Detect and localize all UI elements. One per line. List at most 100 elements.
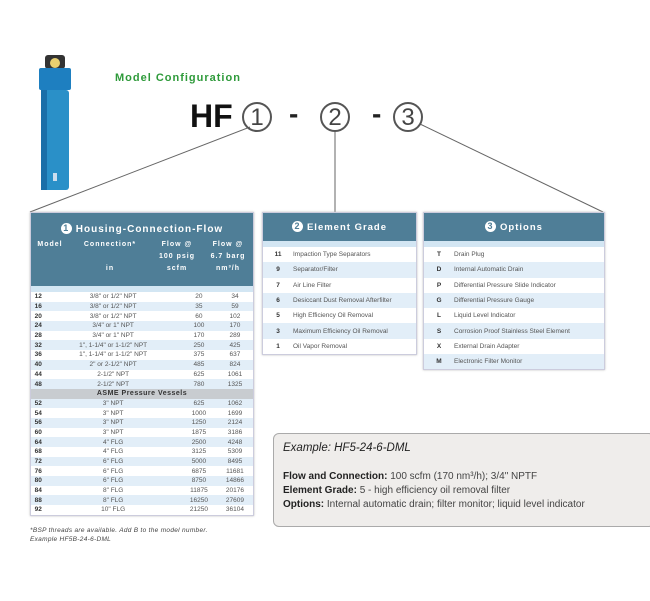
- table-row: 72 6" FLG 5000 8495: [31, 456, 253, 467]
- table-cell: 3/4" or 1" NPT: [92, 332, 134, 340]
- options-table: 3 Options T Drain Plug D Internal Automatic …: [423, 212, 605, 371]
- number-badge: 3: [485, 221, 497, 232]
- table-cell: 1061: [227, 370, 243, 378]
- table-cell: 11681: [226, 467, 244, 475]
- table-cell: 20: [34, 312, 42, 320]
- column-header-line: [69, 253, 151, 265]
- table-cell: 170: [193, 332, 205, 340]
- list-item: M Electronic Filter Monitor: [424, 354, 604, 370]
- table-row: 40 2" or 2-1/2" NPT 485 824: [31, 359, 253, 370]
- number-badge: 1: [60, 223, 72, 234]
- table-row: 28 3/4" or 1" NPT 170 289: [31, 331, 253, 341]
- table-cell: Oil Vapor Removal: [293, 342, 348, 350]
- table-cell: P: [436, 281, 442, 289]
- table-cell: 12: [34, 293, 42, 301]
- dash: -: [372, 98, 382, 129]
- list-item: P Differential Pressure Slide Indicator: [424, 278, 604, 293]
- table-cell: 1", 1-1/4" or 1-1/2" NPT: [79, 351, 148, 359]
- table-cell: 64: [31, 437, 46, 447]
- table-cell: 8750: [180, 476, 217, 486]
- table-cell: High Efficiency Oil Removal: [293, 312, 374, 320]
- table-cell: 2" or 2-1/2" NPT: [45, 359, 181, 370]
- section-row: ASME Pressure Vessels: [31, 388, 253, 399]
- table-cell: G: [424, 292, 454, 309]
- table-cell: 1325: [216, 379, 253, 389]
- example-box: Example: HF5-24-6-DML Flow and Connectio…: [273, 433, 650, 527]
- column-header-line: 6.7 barg: [210, 253, 246, 260]
- filter-product-image: [39, 55, 71, 190]
- table-cell: L: [437, 312, 441, 320]
- list-item: T Drain Plug: [424, 247, 604, 262]
- table-cell: 1062: [216, 398, 253, 409]
- table-cell: 3/8" or 1/2" NPT: [89, 293, 137, 301]
- table-row: 12 3/8" or 1/2" NPT 20 34: [31, 292, 253, 302]
- table-cell: 6: [263, 292, 293, 309]
- label: Element Grade:: [283, 485, 357, 496]
- table-cell: 8" FLG: [45, 495, 181, 506]
- table-cell: 1875: [191, 428, 207, 436]
- list-item: 3 Maximum Efficiency Oil Removal: [263, 323, 416, 339]
- table-cell: 3" NPT: [102, 409, 124, 417]
- column-header-line: Flow @: [212, 241, 244, 248]
- table-cell: 1000: [191, 409, 207, 417]
- table-cell: 40: [31, 359, 46, 370]
- value: 5 - high efficiency oil removal filter: [356, 485, 511, 496]
- table-cell: 27609: [216, 495, 253, 506]
- list-item: X External Drain Adapter: [424, 339, 604, 354]
- value: Internal automatic drain; filter monitor…: [324, 499, 585, 510]
- column-header-line: 100 psig: [158, 253, 195, 260]
- table-cell: 11875: [190, 487, 208, 495]
- table-cell: 375: [193, 351, 205, 359]
- value: 100 scfm (170 nm³/h); 3/4" NPTF: [387, 471, 538, 482]
- table-cell: 2-1/2" NPT: [45, 379, 181, 389]
- table-cell: 824: [216, 359, 253, 370]
- table-cell: 60: [195, 312, 203, 320]
- table-cell: 36104: [225, 506, 244, 514]
- list-item: 9 Separator/Filter: [263, 262, 416, 278]
- table-cell: 170: [216, 321, 253, 331]
- table-row: 20 3/8" or 1/2" NPT 60 102: [31, 311, 253, 321]
- table-cell: Impaction Type Separators: [293, 251, 371, 259]
- table-row: 32 1", 1-1/4" or 1-1/2" NPT 250 425: [31, 340, 253, 351]
- table-cell: 4" FLG: [45, 437, 181, 447]
- dash: -: [289, 98, 299, 129]
- table-cell: Maximum Efficiency Oil Removal: [293, 323, 416, 339]
- column-header-line: in: [105, 265, 115, 272]
- table-cell: T: [437, 251, 441, 259]
- table-cell: Drain Plug: [454, 251, 485, 259]
- table-cell: 24: [31, 321, 46, 331]
- list-item: 1 Oil Vapor Removal: [263, 339, 416, 354]
- table-cell: 780: [180, 379, 217, 389]
- table-cell: 425: [216, 340, 253, 351]
- table-cell: 1", 1-1/4" or 1-1/2" NPT: [45, 340, 181, 351]
- table-cell: 28: [34, 332, 42, 340]
- table-cell: 48: [31, 379, 46, 389]
- table-cell: 5: [276, 312, 280, 320]
- list-item: L Liquid Level Indicator: [424, 308, 604, 323]
- table-cell: 16250: [180, 495, 217, 506]
- table-cell: 88: [31, 495, 46, 506]
- table-cell: 6" FLG: [45, 456, 181, 467]
- table-cell: 84: [34, 487, 42, 495]
- table-row: 54 3" NPT 1000 1699: [31, 408, 253, 418]
- table-cell: 21250: [189, 506, 208, 514]
- grade-title: Element Grade: [306, 222, 388, 233]
- column-header-line: [31, 253, 69, 265]
- table-cell: 56: [31, 417, 46, 428]
- table-cell: 3186: [227, 428, 243, 436]
- housing-table: 1 Housing-Connection-Flow Model Connection…: [30, 212, 254, 516]
- table-cell: 637: [229, 351, 241, 359]
- table-row: 64 4" FLG 2500 4248: [31, 437, 253, 447]
- table-row: 16 3/8" or 1/2" NPT 35 59: [31, 301, 253, 312]
- column-header-line: Connection*: [83, 241, 137, 248]
- table-cell: 102: [229, 312, 241, 320]
- footnote-example: Example HF5B-24-6-DML: [30, 536, 112, 543]
- table-row: 80 6" FLG 8750 14866: [31, 476, 253, 486]
- table-cell: 1250: [180, 417, 217, 428]
- list-item: 11 Impaction Type Separators: [263, 247, 416, 262]
- table-cell: 485: [180, 359, 217, 370]
- list-item: 5 High Efficiency Oil Removal: [263, 308, 416, 323]
- label: Flow and Connection:: [283, 471, 388, 482]
- table-cell: 92: [34, 506, 42, 514]
